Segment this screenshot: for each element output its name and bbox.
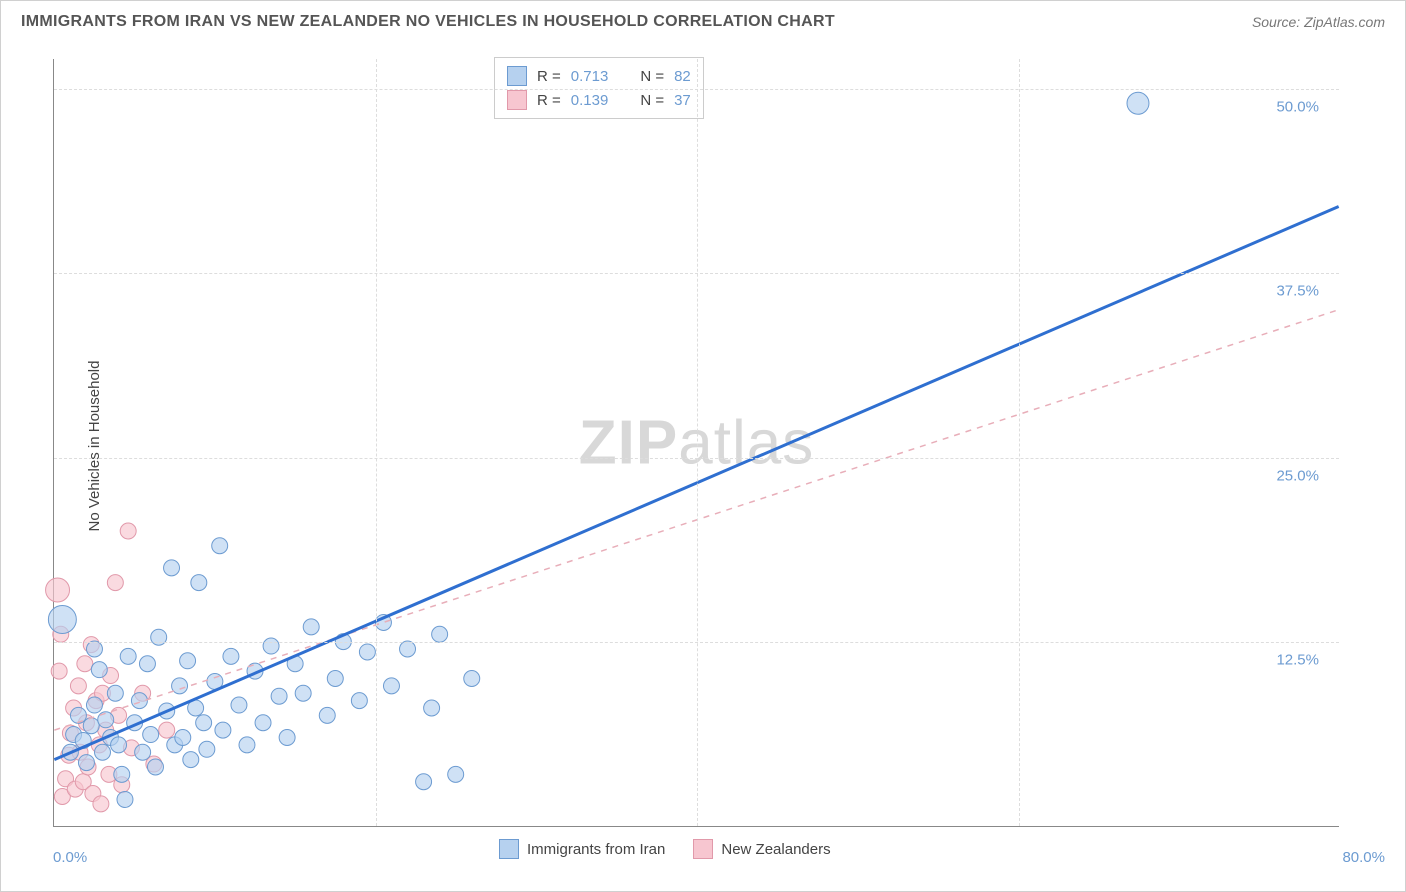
swatch-series-b [693, 839, 713, 859]
gridline-v [1019, 59, 1020, 826]
legend-item-b: New Zealanders [693, 839, 830, 859]
y-tick-label: 12.5% [1276, 652, 1319, 669]
r-value-a: 0.713 [571, 68, 609, 85]
legend-label-b: New Zealanders [721, 841, 830, 858]
gridline-v [376, 59, 377, 826]
legend-row-b: R = 0.139 N = 37 [507, 88, 691, 112]
y-tick-label: 50.0% [1276, 98, 1319, 115]
swatch-series-a [499, 839, 519, 859]
n-label: N = [640, 68, 664, 85]
swatch-series-b [507, 90, 527, 110]
n-value-a: 82 [674, 68, 691, 85]
legend-label-a: Immigrants from Iran [527, 841, 665, 858]
x-max-label: 80.0% [1342, 849, 1385, 866]
x-origin-label: 0.0% [53, 849, 87, 866]
plot-area: ZIPatlas R = 0.713 N = 82 R = 0.139 N = … [53, 59, 1339, 827]
gridline-v [697, 59, 698, 826]
n-label: N = [640, 92, 664, 109]
legend-series: Immigrants from Iran New Zealanders [499, 839, 831, 859]
n-value-b: 37 [674, 92, 691, 109]
legend-row-a: R = 0.713 N = 82 [507, 64, 691, 88]
y-tick-label: 37.5% [1276, 283, 1319, 300]
legend-item-a: Immigrants from Iran [499, 839, 665, 859]
title-bar: IMMIGRANTS FROM IRAN VS NEW ZEALANDER NO… [1, 1, 1405, 43]
chart-container: IMMIGRANTS FROM IRAN VS NEW ZEALANDER NO… [0, 0, 1406, 892]
r-label: R = [537, 68, 561, 85]
swatch-series-a [507, 66, 527, 86]
y-tick-label: 25.0% [1276, 467, 1319, 484]
r-label: R = [537, 92, 561, 109]
source-attribution: Source: ZipAtlas.com [1252, 14, 1385, 30]
chart-title: IMMIGRANTS FROM IRAN VS NEW ZEALANDER NO… [21, 13, 835, 31]
r-value-b: 0.139 [571, 92, 609, 109]
